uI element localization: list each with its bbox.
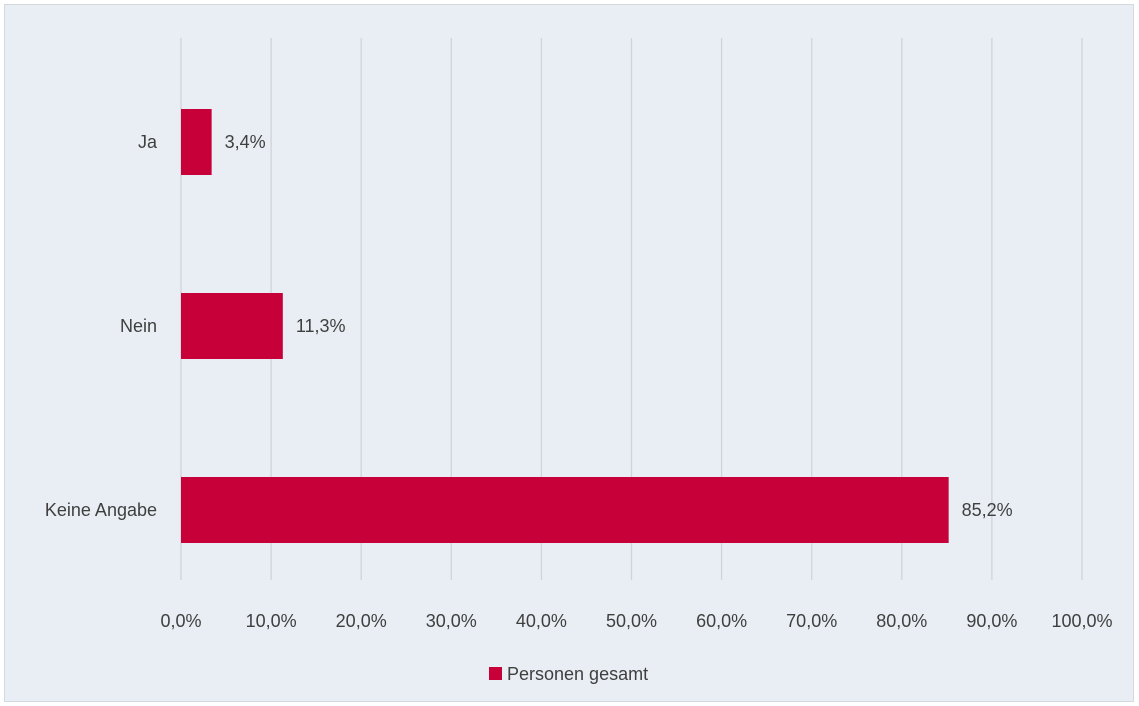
x-tick-label-4: 40,0%	[516, 611, 567, 631]
category-label-1: Nein	[120, 316, 157, 336]
bar-1	[181, 293, 283, 359]
x-tick-label-8: 80,0%	[876, 611, 927, 631]
x-tick-label-6: 60,0%	[696, 611, 747, 631]
data-label-0: 3,4%	[225, 132, 266, 152]
x-tick-label-3: 30,0%	[426, 611, 477, 631]
x-tick-label-5: 50,0%	[606, 611, 657, 631]
legend-label: Personen gesamt	[507, 664, 648, 684]
bar-0	[181, 109, 212, 175]
data-labels: 3,4% 11,3% 85,2%	[225, 132, 1013, 520]
x-tick-label-2: 20,0%	[336, 611, 387, 631]
x-tick-label-0: 0,0%	[160, 611, 201, 631]
category-label-0: Ja	[138, 132, 158, 152]
x-tick-label-10: 100,0%	[1051, 611, 1112, 631]
x-tick-label-9: 90,0%	[966, 611, 1017, 631]
category-labels: Ja Nein Keine Angabe	[45, 132, 158, 520]
bar-2	[181, 477, 949, 543]
data-label-2: 85,2%	[962, 500, 1013, 520]
legend-swatch	[489, 667, 502, 680]
x-tick-label-1: 10,0%	[246, 611, 297, 631]
legend: Personen gesamt	[489, 664, 648, 684]
x-axis-tick-labels: 0,0% 10,0% 20,0% 30,0% 40,0% 50,0% 60,0% 70,0% 8…	[160, 611, 1112, 631]
bars	[181, 109, 949, 543]
category-label-2: Keine Angabe	[45, 500, 157, 520]
data-label-1: 11,3%	[296, 316, 346, 336]
x-tick-label-7: 70,0%	[786, 611, 837, 631]
